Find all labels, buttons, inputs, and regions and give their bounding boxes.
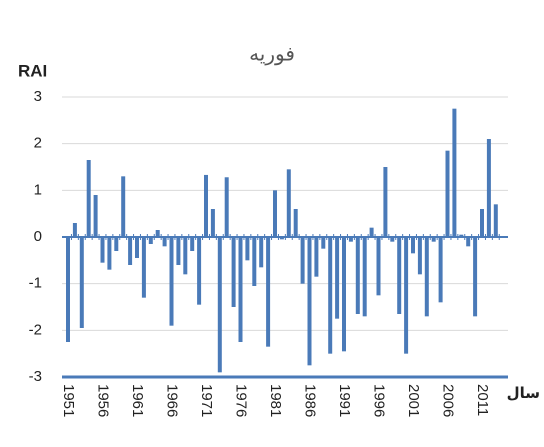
bar — [376, 237, 381, 296]
bar — [93, 195, 98, 237]
bar — [293, 209, 298, 237]
bar — [155, 230, 160, 237]
bar — [473, 237, 478, 317]
bar — [66, 237, 70, 342]
bar — [238, 237, 243, 342]
x-axis-label: سال — [507, 385, 540, 402]
x-tick-label: 1966 — [164, 384, 181, 417]
bar — [259, 237, 264, 268]
bar — [121, 176, 126, 237]
bar — [459, 234, 464, 237]
bar — [438, 237, 443, 303]
bar — [273, 190, 277, 237]
x-tick-label: 1986 — [302, 384, 319, 417]
x-tick-label: 1991 — [336, 384, 353, 417]
chart-title: فوریه — [249, 43, 295, 65]
bar — [335, 237, 340, 319]
y-tick-label: -2 — [29, 321, 42, 338]
bar — [162, 237, 167, 247]
bar — [362, 237, 367, 317]
bar — [307, 237, 312, 366]
y-tick-label: 1 — [34, 181, 42, 198]
bar — [190, 237, 195, 251]
bar — [452, 108, 457, 238]
bar — [107, 237, 112, 270]
bar — [135, 237, 139, 258]
x-tick-label: 2011 — [474, 384, 491, 416]
bar — [383, 167, 388, 237]
bar — [169, 237, 174, 326]
bar — [424, 237, 429, 317]
bar — [286, 169, 291, 237]
y-tick-label: -3 — [29, 368, 42, 385]
bar — [348, 237, 353, 242]
bar — [100, 237, 105, 263]
bar — [245, 237, 250, 261]
bar — [342, 237, 346, 352]
x-tick-label: 1956 — [95, 384, 112, 417]
bar — [404, 237, 409, 354]
bar — [397, 237, 402, 314]
x-tick-label: 2006 — [440, 384, 457, 417]
y-tick-label: -1 — [29, 275, 42, 292]
y-axis-label: RAI — [18, 61, 47, 80]
x-tick-label: 1981 — [267, 384, 284, 417]
y-tick-label: 2 — [34, 135, 42, 152]
bar — [210, 209, 215, 237]
bar — [369, 227, 374, 237]
bar — [141, 237, 146, 298]
bar — [266, 237, 271, 347]
bar — [114, 237, 119, 251]
x-tick-label: 1971 — [198, 384, 215, 417]
bar — [390, 237, 395, 242]
bar — [411, 237, 415, 254]
bar — [321, 237, 326, 249]
bar — [86, 160, 91, 237]
bar — [176, 237, 181, 265]
bar — [480, 209, 484, 237]
bar — [197, 237, 202, 305]
y-tick-label: 3 — [34, 88, 42, 105]
x-tick-label: 1951 — [60, 384, 77, 417]
x-tick-label: 1961 — [129, 384, 146, 417]
bar — [417, 237, 422, 275]
bar — [217, 237, 222, 373]
bar — [300, 237, 305, 284]
bar — [314, 237, 319, 277]
bar — [431, 237, 436, 242]
bar — [148, 237, 153, 244]
bar — [252, 237, 257, 286]
y-tick-label: 0 — [34, 228, 42, 245]
x-tick-label: 1976 — [233, 384, 250, 417]
x-tick-label: 1996 — [371, 384, 388, 417]
bar — [231, 237, 236, 307]
bar — [72, 223, 77, 237]
bar — [328, 237, 333, 354]
bar — [128, 237, 133, 265]
bar — [183, 237, 188, 275]
bar — [355, 237, 360, 314]
bar — [79, 237, 84, 328]
bar — [445, 150, 450, 237]
bar — [466, 237, 471, 247]
bar — [224, 177, 229, 237]
x-tick-label: 2001 — [405, 384, 422, 417]
bar — [204, 174, 208, 237]
bar — [493, 204, 498, 237]
bar — [486, 139, 491, 237]
bar — [279, 237, 284, 240]
